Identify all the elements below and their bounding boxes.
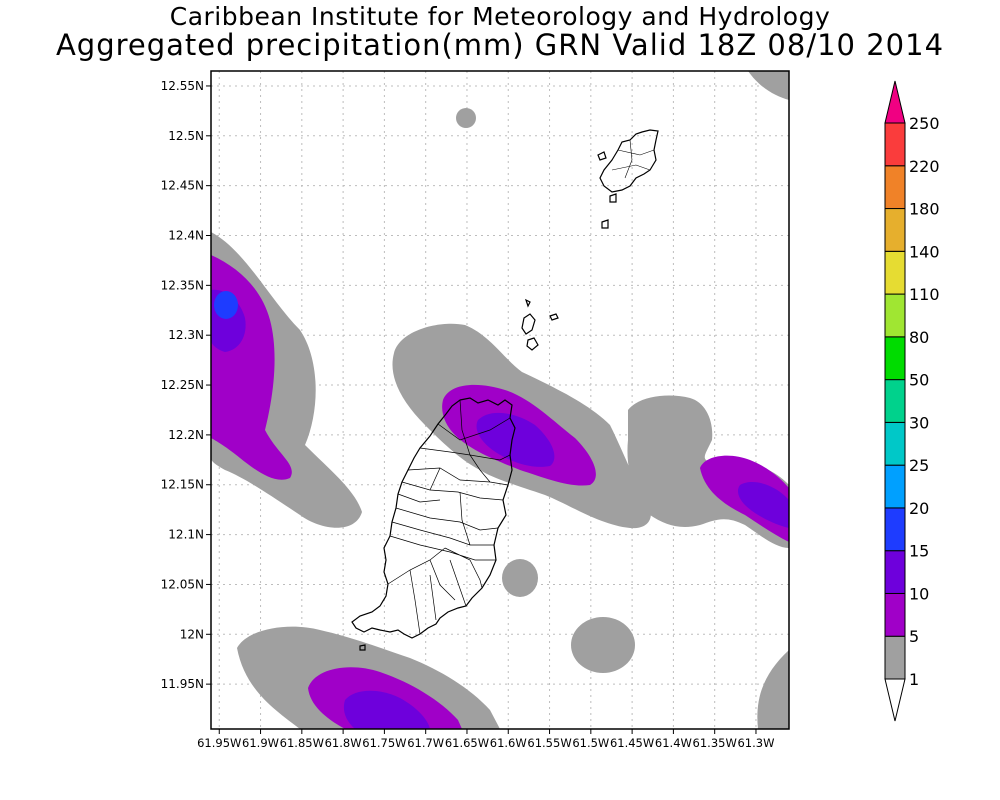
carriacou-internal-boundaries: [611, 139, 655, 179]
legend-level-label: 1: [909, 670, 919, 689]
island-small-2: [601, 219, 609, 229]
map-frame: [210, 70, 790, 730]
latitude-axis: 12.55N 12.5N 12.45N 12.4N 12.35N 12.3N 12.25N 1…: [161, 79, 211, 691]
lon-tick-label: 61.95W: [197, 736, 241, 750]
legend-color-swatch: [884, 635, 906, 680]
lon-tick-label: 61.3W: [737, 736, 774, 750]
legend-level-label: 180: [909, 200, 940, 219]
lat-tick-label: 12.3N: [168, 328, 204, 342]
lat-tick-label: 12.5N: [168, 129, 204, 143]
legend-level-label: 10: [909, 584, 929, 603]
island-small-4: [524, 298, 531, 308]
ronde-island-outline: [521, 313, 536, 335]
legend-level-label: 50: [909, 371, 929, 390]
precip-region-south-violet: [343, 690, 430, 729]
legend-color-swatch: [884, 592, 906, 637]
lon-tick-label: 61.85W: [280, 736, 324, 750]
precip-cell-south-east: [571, 617, 635, 673]
legend-level-label: 30: [909, 413, 929, 432]
precip-region-east-violet: [737, 482, 789, 528]
legend-color-swatch: [884, 293, 906, 338]
legend-level-label: 5: [909, 627, 919, 646]
legend-color-swatch: [884, 250, 906, 295]
land-outlines: [351, 129, 659, 651]
lon-tick-label: 61.35W: [693, 736, 737, 750]
title-line-1: Caribbean Institute for Meteorology and …: [169, 2, 831, 31]
lat-tick-label: 12.35N: [161, 278, 204, 292]
longitude-axis: 61.95W 61.9W 61.85W 61.8W 61.75W 61.7W 61.65W 6…: [197, 729, 774, 750]
precipitation-field: [211, 71, 789, 729]
island-small-1: [609, 193, 617, 203]
legend-level-label: 80: [909, 328, 929, 347]
island-small-3: [549, 313, 559, 321]
precip-region-northeast-grey: [748, 71, 789, 100]
map-gridlines: [211, 71, 789, 729]
lat-tick-label: 11.95N: [161, 677, 204, 691]
grenada-parish-boundaries: [387, 399, 511, 635]
lat-tick-label: 12.15N: [161, 478, 204, 492]
legend-top-arrow: [884, 80, 906, 124]
legend-color-swatch: [884, 379, 906, 423]
legend-color-swatch: [884, 464, 906, 509]
lon-tick-label: 61.5W: [572, 736, 609, 750]
lon-tick-label: 61.55W: [527, 736, 571, 750]
legend-color-swatch: [884, 550, 906, 594]
legend-color-swatch: [884, 507, 906, 552]
lat-tick-label: 12.2N: [168, 428, 204, 442]
lat-tick-label: 12.4N: [168, 229, 204, 243]
precip-cell-north: [456, 108, 476, 128]
legend-bottom-arrow: [884, 678, 906, 722]
lon-tick-label: 61.9W: [242, 736, 279, 750]
legend-color-swatch: [884, 336, 906, 381]
legend-level-label: 110: [909, 285, 940, 304]
petite-martinique-outline: [597, 151, 607, 161]
lon-tick-label: 61.75W: [362, 736, 406, 750]
lat-tick-label: 12.25N: [161, 378, 204, 392]
lat-tick-label: 12.45N: [161, 179, 204, 193]
legend-level-label: 25: [909, 456, 929, 475]
grenada-island-outline: [351, 397, 516, 639]
lat-tick-label: 12.1N: [168, 528, 204, 542]
lon-tick-label: 61.6W: [490, 736, 527, 750]
legend-color-swatch: [884, 122, 906, 167]
lat-tick-label: 12.55N: [161, 79, 204, 93]
precip-cell-west-blue: [214, 291, 238, 319]
lon-tick-label: 61.4W: [655, 736, 692, 750]
title-line-2: Aggregated precipitation(mm) GRN Valid 1…: [55, 28, 945, 62]
legend-color-swatch: [884, 208, 906, 252]
lat-tick-label: 12.05N: [161, 577, 204, 591]
lon-tick-label: 61.8W: [325, 736, 362, 750]
precip-cell-south-central: [502, 559, 538, 597]
legend-level-label: 220: [909, 157, 940, 176]
lon-tick-label: 61.7W: [407, 736, 444, 750]
legend-color-swatch: [884, 421, 906, 466]
legend-level-label: 140: [909, 242, 940, 261]
lat-tick-label: 12N: [180, 627, 204, 641]
legend-color-swatch: [884, 165, 906, 210]
carriacou-outline: [599, 129, 659, 193]
precip-region-southeast-grey: [757, 650, 789, 729]
caille-island-outline: [526, 337, 539, 351]
island-small-5: [359, 644, 366, 651]
legend-level-label: 15: [909, 542, 929, 561]
legend-level-label: 250: [909, 114, 940, 133]
lon-tick-label: 61.45W: [610, 736, 654, 750]
lon-tick-label: 61.65W: [445, 736, 489, 750]
legend-level-label: 20: [909, 499, 929, 518]
